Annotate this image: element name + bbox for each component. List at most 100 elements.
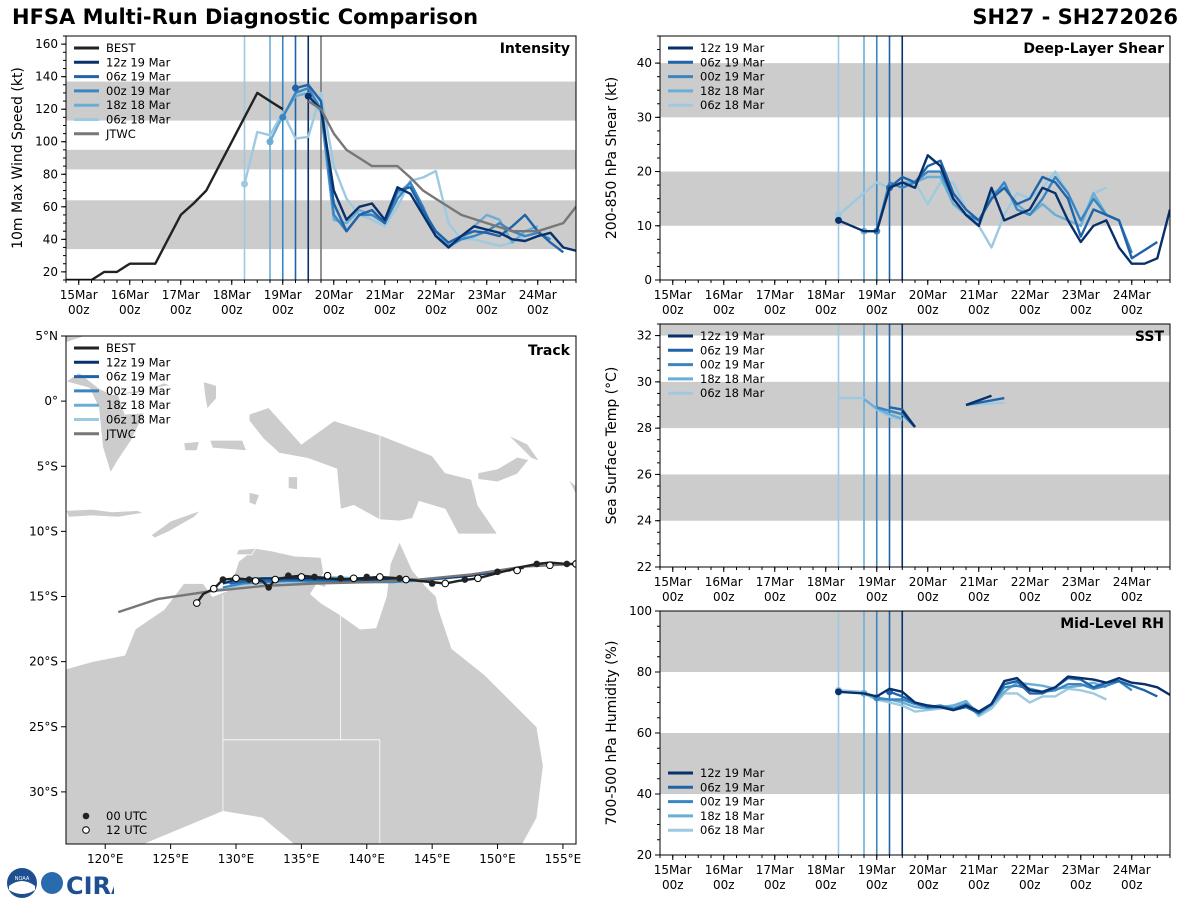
figure-title: HFSA Multi-Run Diagnostic Comparison (12, 5, 479, 29)
x-tick-label: 24Mar (1113, 288, 1151, 302)
track-point-00utc (245, 576, 253, 583)
shear-panel: 01020304015Mar00z16Mar00z17Mar00z18Mar00… (604, 35, 1171, 317)
track-point-12utc (232, 574, 240, 583)
init-marker (241, 180, 248, 188)
y-tick-label: 10 (637, 219, 652, 233)
series-line (307, 95, 576, 252)
noaa-logo-text: NOAA (15, 876, 30, 882)
series-line (66, 91, 284, 280)
lat-tick-label: 5°S (37, 459, 58, 473)
y-tick-label: 30 (637, 110, 652, 124)
series-line (838, 687, 1107, 718)
x-tick-label: 00z (1019, 590, 1041, 604)
x-tick-label: 17Mar (756, 575, 794, 589)
series-line (307, 100, 576, 233)
lat-tick-label: 30°S (29, 785, 58, 799)
init-marker (835, 216, 842, 224)
legend-label: 06z 19 Mar (700, 780, 765, 794)
shaded-band (660, 474, 1170, 521)
y-tick-label: 32 (637, 329, 652, 343)
lat-tick-label: 15°S (29, 590, 58, 604)
x-tick-label: 22Mar (1011, 575, 1049, 589)
series-line (243, 91, 526, 248)
x-tick-label: 18Mar (807, 575, 845, 589)
rh-panel: 2040608010015Mar00z16Mar00z17Mar00z18Mar… (604, 604, 1171, 892)
x-tick-label: 21Mar (960, 288, 998, 302)
track-point-12utc (474, 574, 482, 583)
legend-label: 06z 19 Mar (106, 370, 171, 384)
legend-label: 06z 19 Mar (106, 70, 171, 84)
track-panel: 120°E 125°E 130°E 135°E 140°E 145°E 150°E 155°E… (29, 329, 581, 866)
series-line (838, 675, 1170, 713)
x-tick-label: 21Mar (366, 288, 404, 302)
x-tick-label: 00z (968, 303, 990, 317)
init-marker (304, 92, 312, 100)
new-guinea-land (248, 407, 499, 535)
legend-label: 06z 18 Mar (700, 98, 765, 112)
legend-label: 00z 19 Mar (700, 358, 765, 372)
x-tick-label: 00z (476, 303, 498, 317)
legend-label: 18z 18 Mar (106, 98, 171, 112)
legend-label: 12z 19 Mar (106, 355, 171, 369)
x-tick-label: 24Mar (1113, 575, 1151, 589)
x-tick-label: 00z (1070, 590, 1092, 604)
series-line (901, 410, 916, 428)
track-point-00utc (219, 576, 227, 583)
x-tick-label: 23Mar (1062, 288, 1100, 302)
series-line (281, 86, 552, 248)
legend-label: 18z 18 Mar (700, 84, 765, 98)
x-tick-label: 16Mar (111, 288, 149, 302)
x-tick-label: 19Mar (858, 863, 896, 877)
aru-land (287, 476, 298, 491)
noaa-cira-logo: NOAA CIRA (7, 868, 114, 900)
x-tick-label: 00z (713, 878, 735, 892)
y-axis-label: 10m Max Wind Speed (kt) (10, 67, 26, 249)
track-point-12utc (546, 561, 554, 570)
x-tick-label: 20Mar (315, 288, 353, 302)
x-tick-label: 00z (968, 590, 990, 604)
y-tick-label: 20 (637, 165, 652, 179)
track-point-12utc (209, 584, 218, 593)
panel-title: SST (1135, 329, 1165, 345)
x-tick-label: 00z (1019, 878, 1041, 892)
x-tick-label: 00z (1121, 590, 1143, 604)
lat-tick-label: 25°S (29, 720, 58, 734)
init-marker (835, 211, 842, 219)
lon-tick-label: 130°E (218, 852, 255, 866)
series-line (863, 681, 1107, 716)
shaded-band (660, 63, 1170, 118)
x-tick-label: 00z (1121, 303, 1143, 317)
legend-label: 18z 18 Mar (106, 398, 171, 412)
x-tick-label: 24Mar (519, 288, 557, 302)
sulawesi-land (66, 372, 173, 474)
x-tick-label: 19Mar (858, 288, 896, 302)
track-point-00utc (285, 572, 292, 579)
lon-tick-label: 140°E (349, 852, 386, 866)
track-point-00utc (396, 574, 403, 582)
legend-label: 12z 19 Mar (700, 766, 765, 780)
series-line (295, 83, 565, 254)
track-point-12utc (376, 573, 384, 581)
x-tick-label: 18Mar (807, 288, 845, 302)
lat-tick-label: 10°S (29, 524, 58, 538)
track-point-12utc (192, 599, 201, 607)
track-point-00utc (337, 574, 344, 582)
lon-tick-label: 120°E (87, 852, 124, 866)
seram-land (209, 439, 248, 452)
legend-label: 12 UTC (106, 823, 147, 837)
intensity-panel: 2040608010012014016015Mar00z16Mar00z17Ma… (10, 35, 577, 317)
track-point-12utc (513, 566, 521, 575)
x-tick-label: 00z (764, 303, 786, 317)
panel-title: Mid-Level RH (1060, 616, 1164, 632)
x-tick-label: 00z (1070, 878, 1092, 892)
x-tick-label: 00z (815, 303, 837, 317)
y-tick-label: 40 (637, 56, 652, 70)
x-tick-label: 00z (764, 878, 786, 892)
track-point-00utc (363, 573, 371, 581)
cira-logo-text: CIRA (66, 872, 114, 900)
y-tick-label: 160 (35, 37, 58, 51)
x-tick-label: 23Mar (468, 288, 506, 302)
track-point-12utc (572, 560, 576, 568)
sst-panel: 22242628303215Mar00z16Mar00z17Mar00z18Ma… (604, 323, 1171, 604)
